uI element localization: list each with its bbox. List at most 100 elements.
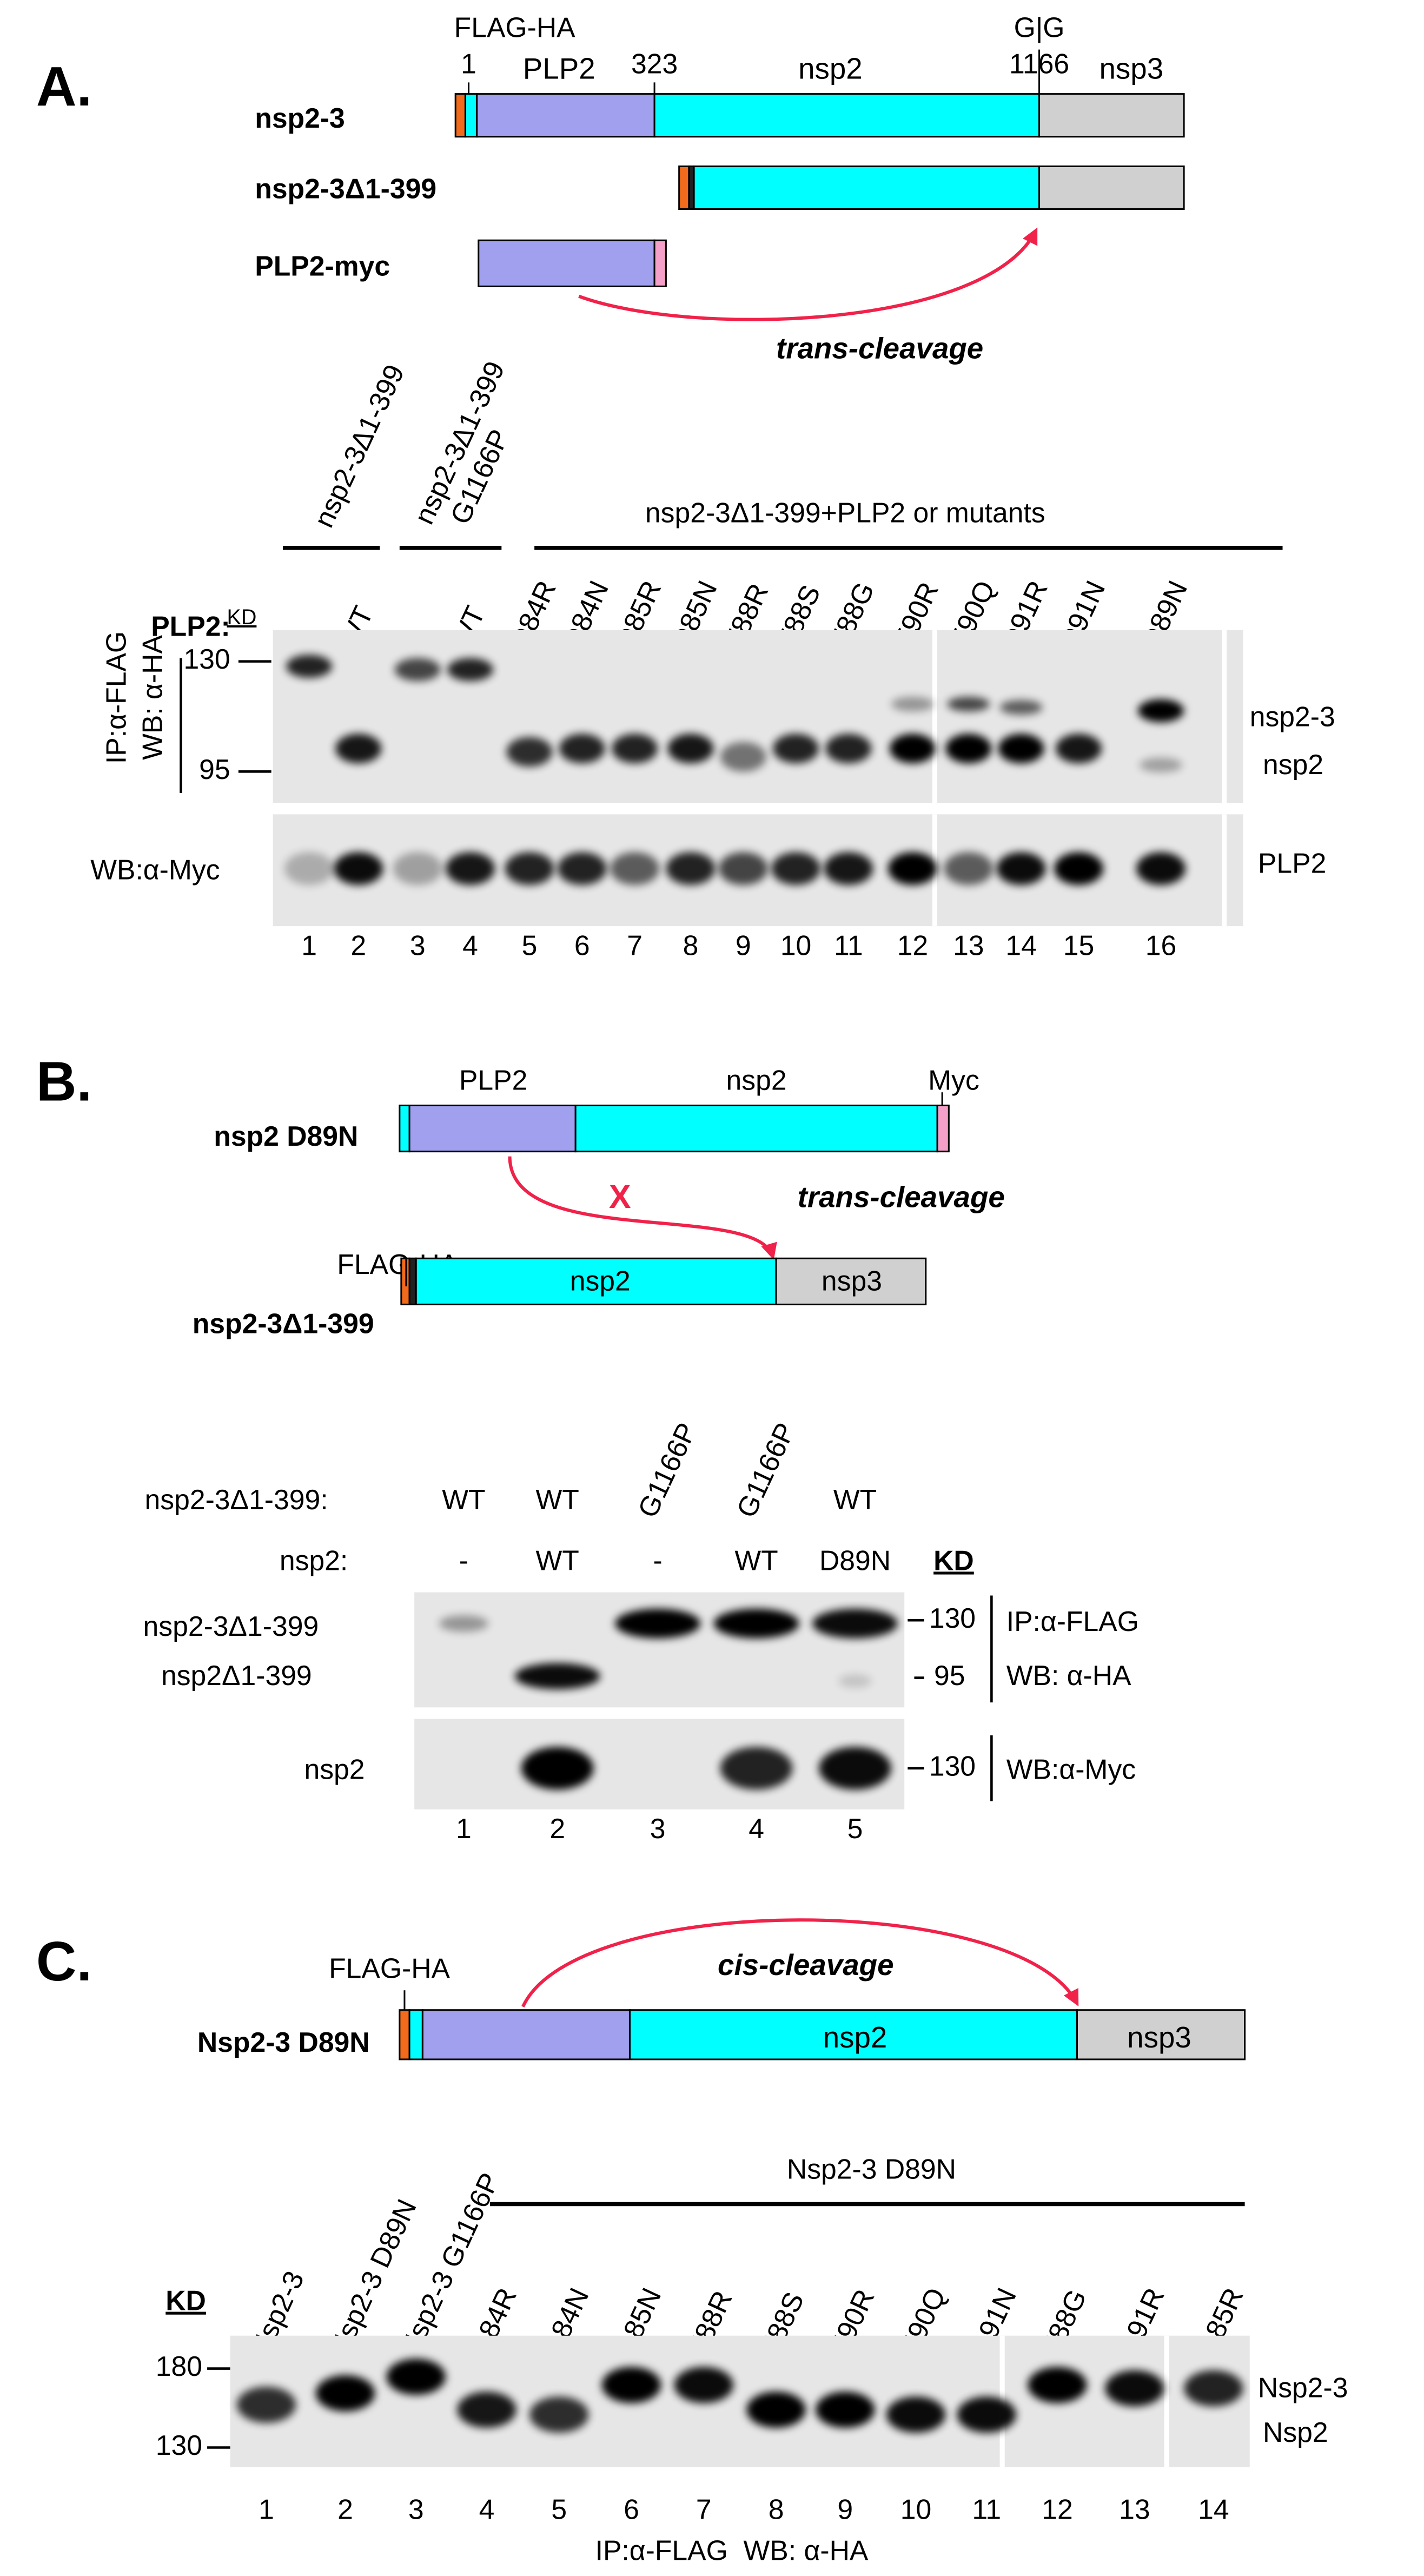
lane-number: 16	[1145, 929, 1176, 961]
lane-number: 13	[953, 929, 984, 961]
lane-number: 6	[624, 2494, 639, 2525]
band	[944, 852, 994, 886]
lane-number: 4	[479, 2494, 495, 2525]
band	[771, 852, 821, 886]
band	[286, 655, 333, 678]
band	[393, 852, 442, 886]
band	[957, 2396, 1016, 2433]
label: WB: α-HA	[1006, 1660, 1131, 1691]
label: cis-cleavage	[718, 1948, 894, 1981]
label: Nsp2	[1263, 2416, 1328, 2448]
band	[236, 2386, 296, 2423]
label: IP:α-FLAG	[101, 631, 132, 764]
lane-number: 7	[627, 929, 643, 961]
domain-box	[936, 1104, 950, 1153]
lane-label: WT	[833, 1484, 877, 1515]
lane-number: 10	[900, 2494, 931, 2525]
lane-label: WT	[442, 1484, 485, 1515]
label: nsp2Δ1-399	[161, 1660, 312, 1691]
label: nsp2-3Δ1-399+PLP2 or mutants	[645, 497, 1045, 529]
band	[1137, 699, 1184, 723]
cleavage-arrow	[521, 1918, 1079, 2007]
band	[1055, 734, 1102, 764]
lane-number: 9	[837, 2494, 853, 2525]
band	[557, 852, 607, 886]
lane-number: 14	[1005, 929, 1036, 961]
band	[445, 852, 495, 886]
lane-number: 3	[650, 1813, 666, 1844]
band	[713, 1608, 799, 1639]
domain-box	[775, 1257, 927, 1305]
label: WB:α-Myc	[90, 854, 220, 885]
band	[612, 734, 658, 764]
band	[825, 734, 872, 764]
band	[1028, 2367, 1087, 2403]
cleavage-arrow	[578, 227, 1038, 321]
domain-box	[628, 2009, 1078, 2060]
label: KD	[227, 605, 256, 629]
band	[386, 2359, 446, 2395]
lane-number: 3	[410, 929, 426, 961]
domain-box	[1038, 93, 1185, 138]
band	[887, 852, 938, 886]
lane-number: 12	[897, 929, 928, 961]
label: PLP2	[459, 1065, 527, 1096]
lane-number: 10	[780, 929, 811, 961]
domain-box	[454, 93, 466, 138]
lane-label: G1166P	[632, 1418, 703, 1522]
band	[998, 734, 1044, 764]
band	[315, 2375, 375, 2412]
band	[514, 1663, 600, 1689]
label: KD	[933, 1544, 974, 1576]
band	[610, 852, 660, 886]
band	[1136, 852, 1186, 886]
label: 95	[199, 754, 230, 785]
blot-gap	[1222, 630, 1227, 803]
lane-number: 7	[696, 2494, 712, 2525]
label: 95	[934, 1660, 965, 1691]
lane-label: D89N	[819, 1544, 891, 1576]
lane-label: WT	[536, 1544, 579, 1576]
band	[819, 1747, 891, 1790]
domain-box	[408, 1257, 417, 1305]
band	[996, 852, 1046, 886]
lane-number: 8	[683, 929, 699, 961]
band	[999, 700, 1043, 715]
band	[1105, 2370, 1164, 2407]
construct-name: nsp2-3Δ1-399	[255, 173, 436, 204]
band	[720, 742, 766, 772]
band	[947, 696, 990, 712]
lane-label: WT	[734, 1544, 778, 1576]
band	[1054, 852, 1104, 886]
label: trans-cleavage	[798, 1180, 1005, 1213]
band	[674, 2367, 734, 2403]
lane-label: -	[653, 1544, 663, 1576]
lane-number: 4	[749, 1813, 764, 1844]
label: 180	[156, 2350, 202, 2382]
panel-label: C.	[36, 1930, 92, 1992]
band	[816, 2392, 875, 2428]
label: 130	[183, 643, 230, 675]
band	[838, 1674, 872, 1688]
band	[945, 734, 992, 764]
label: WB:α-Myc	[1006, 1754, 1136, 1785]
lane-number: 6	[574, 929, 590, 961]
domain-box	[408, 2009, 423, 2060]
band	[506, 737, 553, 767]
band	[284, 852, 334, 886]
label: trans-cleavage	[776, 331, 983, 365]
domain-box	[421, 2009, 631, 2060]
band	[394, 658, 441, 682]
domain-box	[464, 93, 478, 138]
blot	[273, 630, 1243, 803]
band	[447, 658, 494, 682]
label: FLAG-HA	[454, 12, 575, 43]
label: X	[609, 1178, 631, 1215]
label: FLAG-HA	[329, 1952, 450, 1984]
label: 130	[156, 2429, 202, 2461]
domain-box	[574, 1104, 938, 1153]
band	[720, 1747, 793, 1790]
band	[559, 734, 605, 764]
panel-label: A.	[36, 55, 92, 117]
